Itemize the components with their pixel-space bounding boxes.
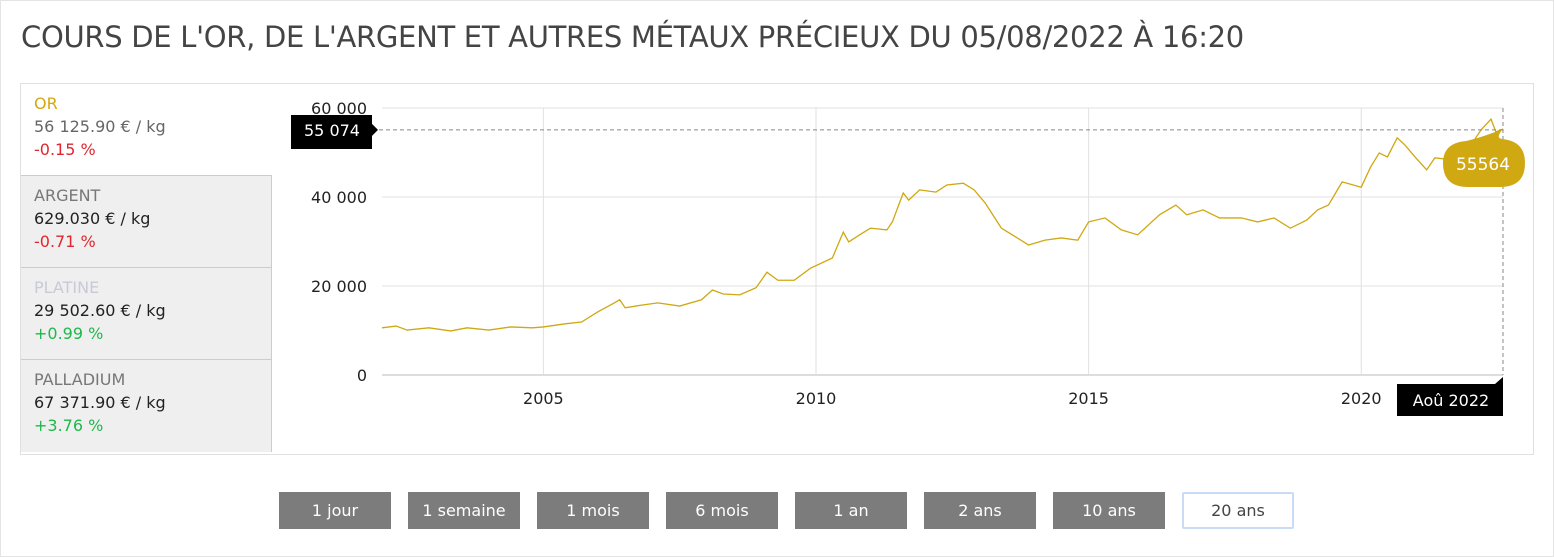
x-tick-label: 2020 [1341,389,1382,408]
metal-list: OR 56 125.90 € / kg -0.15 % ARGENT 629.03… [21,84,272,454]
x-crosshair-label: Aoû 2022 [1413,391,1489,410]
metal-item-argent[interactable]: ARGENT 629.030 € / kg -0.71 % [21,176,272,268]
y-tick-label: 40 000 [311,188,367,207]
metal-change: +0.99 % [34,324,104,343]
period-button[interactable]: 1 jour [279,492,391,529]
metal-change: -0.15 % [34,140,96,159]
x-tick-label: 2010 [796,389,837,408]
metal-price: 67 371.90 € / kg [34,393,166,412]
period-button[interactable]: 20 ans [1182,492,1294,529]
price-chart[interactable]: 0 20 000 40 000 60 000 2005 2010 2015 2020 55 07… [0,0,1554,470]
y-crosshair-label-box [291,115,378,149]
value-tooltip: 55564 [1456,155,1510,175]
metal-name: PALLADIUM [34,370,126,389]
metal-item-or[interactable]: OR 56 125.90 € / kg -0.15 % [21,84,272,176]
period-button[interactable]: 1 an [795,492,907,529]
metal-change: -0.71 % [34,232,96,251]
x-tick-label: 2015 [1068,389,1109,408]
period-button[interactable]: 1 semaine [408,492,520,529]
x-crosshair-label-box [1397,377,1503,416]
metal-name: OR [34,94,58,113]
metal-name: ARGENT [34,186,101,205]
y-tick-label: 0 [357,366,367,385]
metal-change: +3.76 % [34,416,104,435]
period-button[interactable]: 6 mois [666,492,778,529]
metal-price: 56 125.90 € / kg [34,117,166,136]
page-title: COURS DE L'OR, DE L'ARGENT ET AUTRES MÉT… [21,20,1244,54]
y-tick-label: 20 000 [311,277,367,296]
x-tick-label: 2005 [523,389,564,408]
period-button[interactable]: 1 mois [537,492,649,529]
metal-price: 629.030 € / kg [34,209,151,228]
metal-item-palladium[interactable]: PALLADIUM 67 371.90 € / kg +3.76 % [21,360,272,452]
y-tick-label: 60 000 [311,99,367,118]
value-tooltip-bubble [1443,129,1525,187]
period-button[interactable]: 2 ans [924,492,1036,529]
period-button[interactable]: 10 ans [1053,492,1165,529]
chart-panel: OR 56 125.90 € / kg -0.15 % ARGENT 629.03… [20,83,1534,455]
y-crosshair-label: 55 074 [304,121,360,140]
metal-price: 29 502.60 € / kg [34,301,166,320]
period-selector: 1 jour 1 semaine 1 mois 6 mois 1 an 2 ans 10 a… [279,492,1294,529]
gold-price-line [381,117,1504,332]
metal-item-platine[interactable]: PLATINE 29 502.60 € / kg +0.99 % [21,268,272,360]
metal-name: PLATINE [34,278,100,297]
